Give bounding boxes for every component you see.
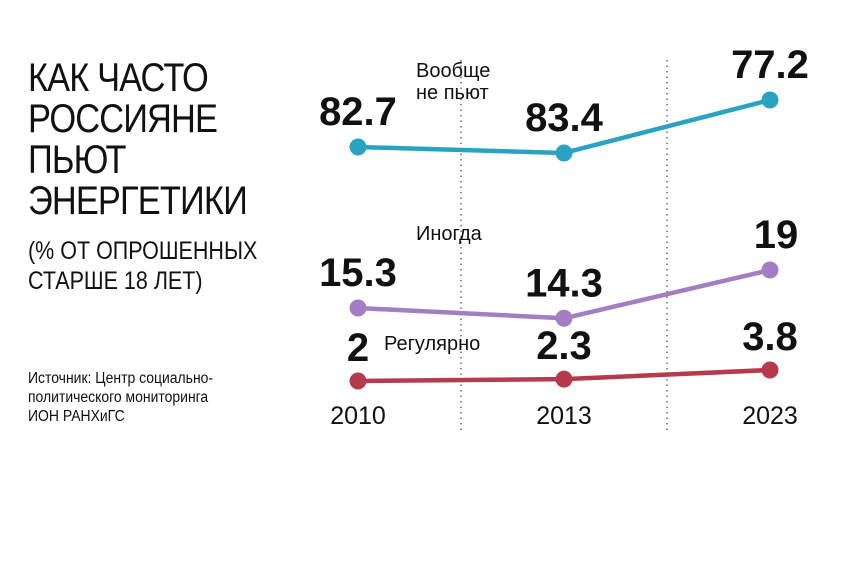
data-point: [349, 299, 367, 317]
value-label: 83.4: [525, 96, 604, 140]
source-note: Источник: Центр социально- политического…: [28, 369, 213, 426]
source-line: политического мониторинга: [28, 389, 209, 406]
year-separators: [460, 60, 668, 430]
series-label: не пьют: [416, 82, 489, 104]
chart-title: КАК ЧАСТО РОССИЯНЕ ПЬЮТ ЭНЕРГЕТИКИ: [28, 56, 248, 223]
value-label: 82.7: [319, 90, 397, 134]
x-axis-labels: 2010 2013 2023: [330, 402, 798, 430]
x-tick-label: 2010: [330, 402, 386, 430]
x-tick-label: 2013: [536, 402, 592, 430]
value-label: 3.8: [742, 315, 798, 359]
value-labels: 82.7 83.4 77.2 15.3 14.3 19 2 2.3 3.8: [319, 43, 809, 370]
value-label: 77.2: [731, 43, 809, 87]
source-line: ИОН РАНХиГС: [28, 408, 125, 425]
value-label: 19: [754, 213, 799, 257]
data-point: [555, 370, 573, 388]
data-point: [761, 361, 779, 379]
data-point: [555, 144, 573, 162]
value-label: 2.3: [536, 324, 592, 368]
title-line: ПЬЮТ: [28, 138, 127, 182]
source-line: Источник: Центр социально-: [28, 370, 214, 387]
data-point: [349, 372, 367, 390]
x-tick-label: 2023: [742, 402, 798, 430]
subtitle-line: (% ОТ ОПРОШЕННЫХ: [28, 237, 258, 265]
title-line: КАК ЧАСТО: [28, 56, 209, 100]
data-point: [761, 91, 779, 109]
title-line: ЭНЕРГЕТИКИ: [28, 179, 248, 223]
series-label: Иногда: [416, 223, 483, 245]
data-point: [555, 309, 573, 327]
chart-subtitle: (% ОТ ОПРОШЕННЫХ СТАРШЕ 18 ЛЕТ): [28, 236, 257, 296]
value-label: 2: [347, 326, 369, 370]
data-point: [349, 138, 367, 156]
data-point: [761, 261, 779, 279]
series-label: Регулярно: [384, 333, 480, 355]
value-label: 15.3: [319, 251, 397, 295]
series-points: [349, 91, 779, 390]
series-label: Вообще: [416, 60, 490, 82]
subtitle-line: СТАРШЕ 18 ЛЕТ): [28, 267, 203, 295]
title-line: РОССИЯНЕ: [28, 97, 218, 141]
value-label: 14.3: [525, 261, 603, 305]
